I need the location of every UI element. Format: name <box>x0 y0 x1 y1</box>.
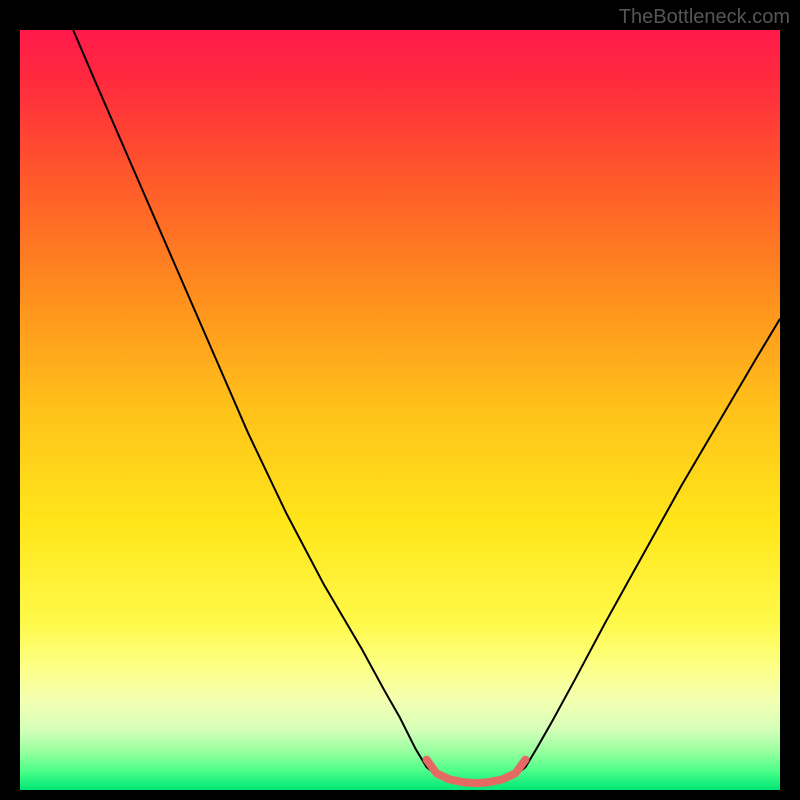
bottleneck-curve <box>20 30 780 790</box>
watermark-text: TheBottleneck.com <box>619 6 790 29</box>
chart-frame: TheBottleneck.com <box>0 0 800 800</box>
plot-area <box>20 30 780 790</box>
